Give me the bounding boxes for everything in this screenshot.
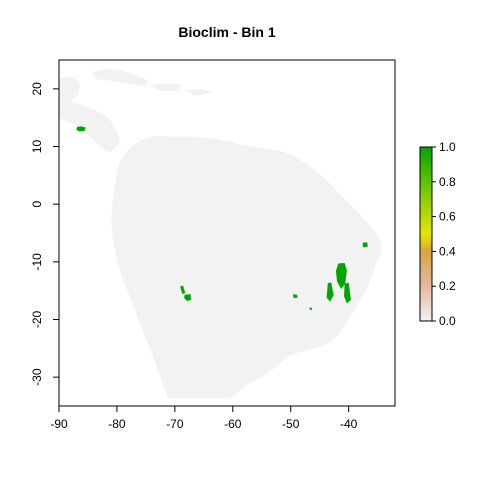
y-tick-label: 20 [30,82,44,96]
x-tick-label: -90 [50,417,68,431]
landmass [50,69,382,398]
x-tick-label: -50 [282,417,300,431]
suitability-regions [50,111,368,311]
legend-tick-label: 1.0 [439,140,456,154]
x-tick-label: -80 [108,417,126,431]
suitability-region-goias [293,294,298,299]
central-america-landmass [59,100,120,152]
legend-tick-label: 0.2 [439,279,456,293]
y-axis: 20 10 0 -10 -20 -30 [30,82,60,386]
color-legend: 1.0 0.8 0.6 0.4 0.2 0.0 [419,140,456,328]
y-tick-label: -10 [30,253,44,271]
y-tick-label: -20 [30,311,44,329]
caribbean-islands-landmass [92,69,213,96]
suitability-region-bolivia-north [180,285,186,295]
suitability-region-bahia-spine [344,282,351,304]
legend-tick-label: 0.4 [439,244,456,258]
suitability-region-minas-north [326,282,334,302]
legend-tick-label: 0.6 [439,210,456,224]
legend-tick-label: 0.0 [439,314,456,328]
y-tick-label: 0 [30,201,44,208]
x-axis: -90 -80 -70 -60 -50 -40 [50,405,358,431]
chart-title: Bioclim - Bin 1 [178,24,275,40]
yucatan-landmass [59,77,80,102]
y-tick-label: -30 [30,368,44,386]
legend-tick-label: 0.8 [439,175,456,189]
suitability-region-bahia-core [335,262,347,289]
south-america-landmass [111,136,382,398]
x-tick-label: -40 [340,417,358,431]
y-tick-label: 10 [30,140,44,154]
x-tick-label: -60 [224,417,242,431]
suitability-region-minas-dot [309,307,313,311]
suitability-region-bolivia-south [184,294,192,302]
suitability-region-guatemala [50,111,55,115]
x-tick-label: -70 [166,417,184,431]
legend-ticks: 1.0 0.8 0.6 0.4 0.2 0.0 [432,140,456,328]
suitability-region-honduras [76,126,86,132]
legend-colorbar [419,146,433,322]
suitability-region-pernambuco [362,242,368,248]
